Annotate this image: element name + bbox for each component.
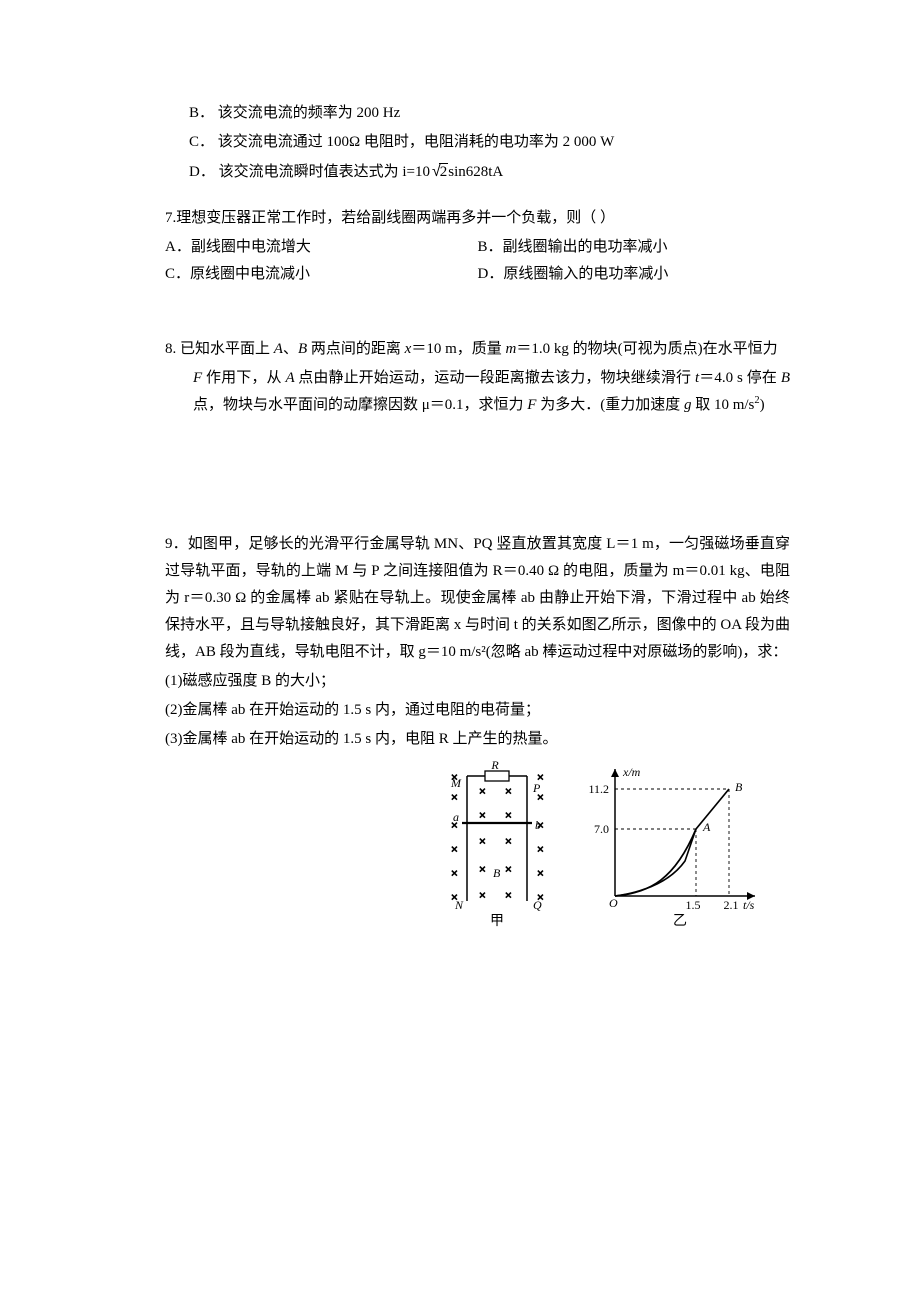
q6-d-post: sin628tA	[448, 164, 503, 180]
q7-stem: 7.理想变压器正常工作时，若给副线圈两端再多并一个负载，则（ ）	[165, 205, 790, 232]
svg-text:×: ×	[479, 888, 486, 902]
q8-A: A	[274, 341, 283, 357]
figB-B: B	[735, 780, 743, 794]
q8-t6: 作用下，从	[206, 370, 285, 386]
svg-text:×: ×	[451, 866, 458, 880]
figB-O: O	[609, 896, 618, 910]
q8-t1: 8. 已知水平面上	[165, 341, 274, 357]
q8-t2: 、	[283, 341, 298, 357]
q7-option-c: C．原线圈中电流减小	[165, 261, 478, 288]
figure-jia: R × × × × × × × × × × × ×	[437, 761, 557, 941]
q8-t12: )	[760, 397, 765, 413]
svg-text:×: ×	[505, 808, 512, 822]
q7-option-a: A．副线圈中电流增大	[165, 234, 478, 261]
q9-sub3: (3)金属棒 ab 在开始运动的 1.5 s 内，电阻 R 上产生的热量。	[165, 726, 790, 753]
q9-sub2: (2)金属棒 ab 在开始运动的 1.5 s 内，通过电阻的电荷量；	[165, 697, 790, 724]
q6-option-c: C． 该交流电流通过 100Ω 电阻时，电阻消耗的电功率为 2 000 W	[165, 129, 790, 156]
q8-F1: F	[193, 370, 206, 386]
q6-option-d: D． 该交流电流瞬时值表达式为 i=10√2sin628tA	[165, 158, 790, 187]
figB-y1: 11.2	[588, 782, 609, 796]
q8-F2: F	[527, 397, 540, 413]
q8-t4: ＝10 m，质量	[411, 341, 505, 357]
svg-text:×: ×	[451, 842, 458, 856]
figB-caption: 乙	[673, 913, 687, 929]
figA-b: b	[535, 818, 541, 832]
svg-text:×: ×	[479, 784, 486, 798]
q9-sub1: (1)磁感应强度 B 的大小；	[165, 668, 790, 695]
svg-text:×: ×	[479, 862, 486, 876]
svg-text:×: ×	[537, 866, 544, 880]
q8-t3: 两点间的距离	[311, 341, 405, 357]
q7-option-b: B．副线圈输出的电功率减小	[478, 234, 791, 261]
q9-stem: 9．如图甲，足够长的光滑平行金属导轨 MN、PQ 竖直放置其宽度 L＝1 m，一…	[165, 531, 790, 666]
q8-body: 8. 已知水平面上 A、B 两点间的距离 x＝10 m，质量 m＝1.0 kg …	[165, 336, 790, 419]
q8-m: m	[505, 341, 516, 357]
figB-x2: 2.1	[724, 898, 739, 912]
figA-caption: 甲	[490, 914, 504, 929]
q6-d-pre: D． 该交流电流瞬时值表达式为 i=10	[189, 164, 430, 180]
figA-N: N	[454, 898, 464, 912]
svg-text:×: ×	[479, 834, 486, 848]
figB-xlabel: t/s	[743, 898, 755, 912]
svg-text:×: ×	[505, 888, 512, 902]
figB-ylabel: x/m	[622, 765, 641, 779]
figA-R: R	[490, 761, 499, 772]
q8-B2: B	[781, 370, 790, 386]
figB-A: A	[702, 820, 711, 834]
q8-t8: ＝4.0 s 停在	[699, 370, 781, 386]
figA-Bf: B	[493, 866, 501, 880]
q6-option-b: B． 该交流电流的频率为 200 Hz	[165, 100, 790, 127]
sqrt-symbol: √	[432, 163, 441, 180]
svg-text:×: ×	[505, 834, 512, 848]
q8-t9: 点，物块与水平面间的动摩擦因数 μ＝0.1，求恒力	[193, 397, 527, 413]
figure-yi: x/m t/s 11.2 7.0 1.5 2.1 O A B 乙	[585, 761, 765, 941]
q8-B: B	[298, 341, 311, 357]
q7-option-d: D．原线圈输入的电功率减小	[478, 261, 791, 288]
figB-y2: 7.0	[594, 822, 609, 836]
svg-text:×: ×	[537, 842, 544, 856]
q8-t5: ＝1.0 kg 的物块(可视为质点)在水平恒力	[516, 341, 777, 357]
q8-g: g	[684, 397, 695, 413]
q8-t7: 点由静止开始运动，运动一段距离撤去该力，物块继续滑行	[298, 370, 695, 386]
q8-t11: 取 10 m/s	[695, 397, 754, 413]
q8-t10: 为多大．(重力加速度	[540, 397, 684, 413]
svg-text:×: ×	[505, 862, 512, 876]
svg-text:×: ×	[505, 784, 512, 798]
svg-text:×: ×	[451, 790, 458, 804]
figB-x1: 1.5	[686, 898, 701, 912]
figA-M: M	[450, 776, 462, 790]
figA-a: a	[453, 810, 459, 824]
figA-P: P	[532, 781, 541, 795]
figA-Q: Q	[533, 898, 542, 912]
svg-text:×: ×	[479, 808, 486, 822]
q8-A2: A	[285, 370, 298, 386]
